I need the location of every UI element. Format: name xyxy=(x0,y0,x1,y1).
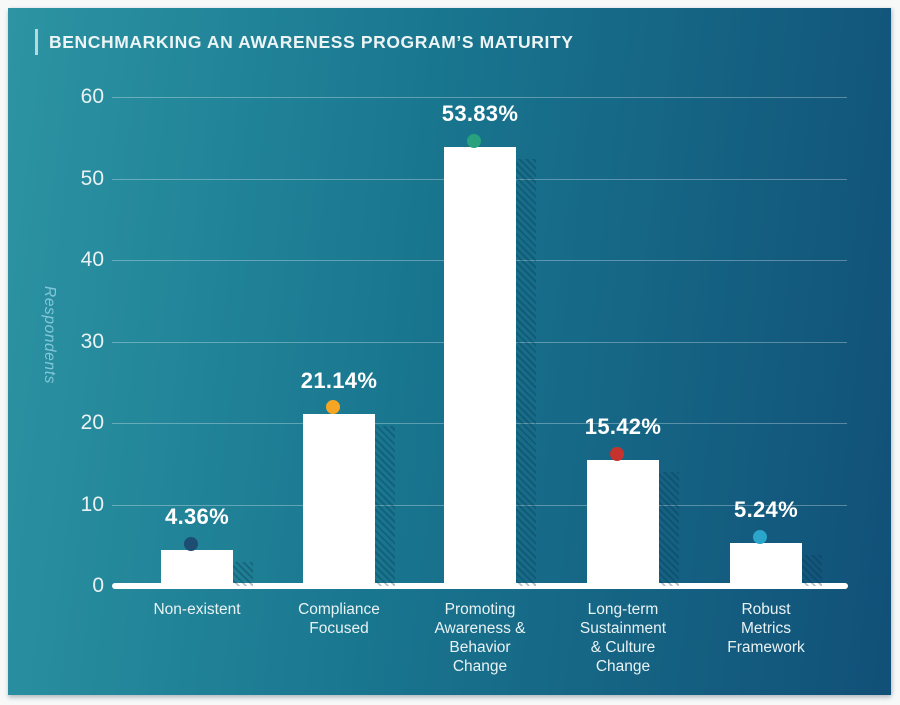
bar-chart: 0 10 20 30 40 50 60 Respondents 4.36% Non-exis… xyxy=(8,8,891,695)
category-label-non-existent: Non-existent xyxy=(153,601,241,618)
y-tick-30: 30 xyxy=(80,329,104,353)
category-label-compliance-focused: Compliance Focused xyxy=(298,601,380,637)
bar-marker-ring xyxy=(609,446,624,461)
bar-compliance-focused xyxy=(303,413,375,586)
bar-value-label: 5.24% xyxy=(734,497,798,523)
gridline-60 xyxy=(112,97,847,98)
bar-value-label: 53.83% xyxy=(441,101,519,127)
bar-value-label: 4.36% xyxy=(165,504,229,530)
category-label-robust-metrics: Robust Metrics Framework xyxy=(727,601,805,656)
y-tick-20: 20 xyxy=(80,411,104,434)
y-tick-40: 40 xyxy=(80,248,104,271)
bar-robust-metrics xyxy=(730,543,802,586)
bar-promoting-awareness xyxy=(444,147,516,586)
chart-header: BENCHMARKING AN AWARENESS PROGRAM’S MATU… xyxy=(35,29,574,55)
bar-marker-ring xyxy=(466,133,481,148)
y-tick-0: 0 xyxy=(92,574,104,597)
category-label-promoting-awareness: Promoting Awareness & Behavior Change xyxy=(434,601,526,675)
x-axis-baseline xyxy=(112,583,848,589)
category-label-long-term-sustainment: Long-term Sustainment & Culture Change xyxy=(579,601,667,675)
bar-marker-ring xyxy=(752,529,767,544)
y-axis-title: Respondents xyxy=(41,286,58,384)
bar-marker-ring xyxy=(325,400,340,415)
chart-card: BENCHMARKING AN AWARENESS PROGRAM’S MATU… xyxy=(8,8,891,695)
y-tick-60: 60 xyxy=(80,85,104,108)
bar-marker-ring xyxy=(183,536,198,551)
bar-long-term-sustainment xyxy=(587,460,659,586)
y-tick-10: 10 xyxy=(80,492,104,516)
chart-title: BENCHMARKING AN AWARENESS PROGRAM’S MATU… xyxy=(49,31,574,52)
bar-value-label: 21.14% xyxy=(300,367,378,393)
y-tick-50: 50 xyxy=(80,166,104,190)
bar-non-existent xyxy=(161,550,233,586)
title-accent-bar xyxy=(35,29,38,55)
bar-value-label: 15.42% xyxy=(584,414,662,440)
